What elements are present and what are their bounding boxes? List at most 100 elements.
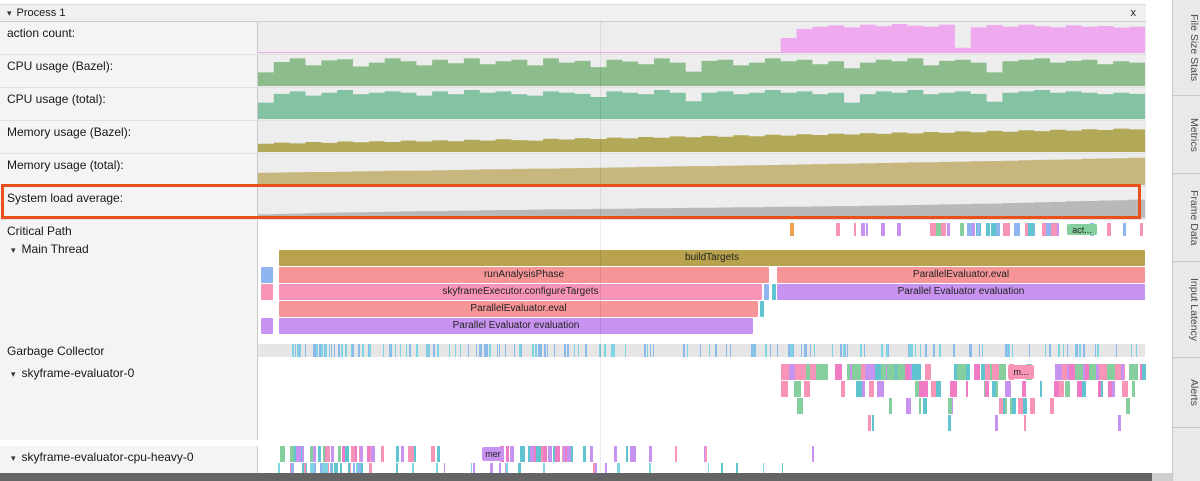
slice-label-chip[interactable]: m... <box>1008 365 1034 379</box>
slice[interactable] <box>589 446 594 462</box>
slice[interactable]: ParallelEvaluator.eval <box>279 301 758 317</box>
slice[interactable] <box>536 446 541 462</box>
slice[interactable] <box>1141 364 1146 380</box>
slice[interactable] <box>1131 344 1133 357</box>
slice[interactable] <box>859 364 869 380</box>
slice[interactable] <box>994 381 998 397</box>
slice[interactable] <box>344 446 348 462</box>
slice[interactable] <box>977 223 980 236</box>
slice[interactable] <box>1115 344 1118 357</box>
track-label-cpu-bazel[interactable]: CPU usage (Bazel): <box>0 55 258 87</box>
slice[interactable] <box>278 463 280 473</box>
slice[interactable] <box>598 344 600 357</box>
slice[interactable] <box>754 344 757 357</box>
slice[interactable] <box>1117 415 1122 431</box>
slice[interactable] <box>846 364 851 380</box>
slice[interactable] <box>625 344 627 357</box>
slice[interactable] <box>864 344 866 357</box>
slice[interactable] <box>488 344 491 357</box>
tab-alerts[interactable]: Alerts <box>1173 358 1200 428</box>
slice[interactable] <box>395 463 398 473</box>
slice[interactable] <box>842 344 845 357</box>
slice[interactable] <box>334 463 338 473</box>
slice[interactable] <box>1024 415 1027 431</box>
slice[interactable] <box>405 344 408 357</box>
slice[interactable] <box>617 463 621 473</box>
slice[interactable] <box>299 344 302 357</box>
slice[interactable] <box>314 344 317 357</box>
slice[interactable] <box>309 446 314 462</box>
track-label-cpu-total[interactable]: CPU usage (total): <box>0 88 258 120</box>
slice[interactable] <box>985 381 989 397</box>
slice[interactable] <box>325 344 327 357</box>
track-label-memory-total[interactable]: Memory usage (total): <box>0 154 258 186</box>
slice[interactable] <box>437 344 439 357</box>
slice[interactable] <box>736 463 738 473</box>
slice[interactable] <box>383 344 385 357</box>
slice[interactable] <box>1011 398 1016 414</box>
slice[interactable] <box>1093 364 1101 380</box>
slice[interactable] <box>326 463 330 473</box>
slice[interactable] <box>539 344 542 357</box>
tab-input-latency[interactable]: Input Latency <box>1173 262 1200 358</box>
slice[interactable] <box>683 344 685 357</box>
slice[interactable] <box>905 364 910 380</box>
slice[interactable] <box>886 364 895 380</box>
slice[interactable] <box>897 364 906 380</box>
slice[interactable] <box>911 344 914 357</box>
slice[interactable]: Parallel Evaluator evaluation <box>279 318 753 334</box>
slice[interactable] <box>427 344 430 357</box>
slice[interactable] <box>648 463 652 473</box>
slice[interactable] <box>625 446 629 462</box>
slice[interactable] <box>840 381 845 397</box>
slice[interactable] <box>971 223 975 236</box>
slice[interactable] <box>1000 398 1005 414</box>
slice[interactable] <box>1057 223 1060 236</box>
scrollbar-thumb[interactable] <box>0 473 1152 481</box>
slice[interactable] <box>433 344 435 357</box>
slice[interactable] <box>780 381 788 397</box>
slice[interactable] <box>349 463 351 473</box>
slice[interactable] <box>1042 223 1047 236</box>
slice[interactable] <box>490 463 494 473</box>
slice[interactable] <box>553 446 559 462</box>
slice[interactable] <box>533 446 538 462</box>
slice[interactable] <box>810 364 816 380</box>
slice[interactable] <box>341 344 343 357</box>
counter-chart-action-count[interactable] <box>258 22 1146 54</box>
track-label-skyframe-evaluator-0[interactable]: ▾ skyframe-evaluator-0 <box>0 362 258 440</box>
slice[interactable] <box>478 344 481 357</box>
slice[interactable] <box>1122 381 1128 397</box>
slice[interactable] <box>804 381 811 397</box>
slice[interactable] <box>537 344 540 357</box>
slice[interactable] <box>795 364 806 380</box>
slice[interactable] <box>562 446 565 462</box>
track-label-critical-path[interactable]: Critical Path <box>0 220 258 238</box>
slice[interactable] <box>674 446 678 462</box>
slice[interactable] <box>613 446 618 462</box>
slice[interactable] <box>844 344 846 357</box>
slice[interactable] <box>1021 381 1027 397</box>
slice[interactable] <box>1064 381 1071 397</box>
slice[interactable] <box>1123 223 1126 236</box>
slice[interactable] <box>960 223 965 236</box>
slice[interactable] <box>652 344 655 357</box>
slice[interactable] <box>297 344 299 357</box>
counter-chart-cpu-bazel[interactable] <box>258 55 1146 87</box>
slice[interactable] <box>751 344 754 357</box>
slice[interactable] <box>686 344 689 357</box>
slice[interactable] <box>359 446 364 462</box>
slice[interactable] <box>888 344 890 357</box>
slice[interactable] <box>553 344 556 357</box>
slice[interactable] <box>800 344 802 357</box>
slice[interactable] <box>764 284 769 300</box>
slice[interactable] <box>1044 344 1046 357</box>
slice[interactable] <box>1062 344 1064 357</box>
slice[interactable] <box>331 344 333 357</box>
slice[interactable] <box>1025 223 1030 236</box>
slice[interactable] <box>292 344 294 357</box>
slice[interactable] <box>313 446 317 462</box>
slice[interactable] <box>566 344 569 357</box>
slice[interactable] <box>780 364 790 380</box>
slice[interactable] <box>909 344 911 357</box>
